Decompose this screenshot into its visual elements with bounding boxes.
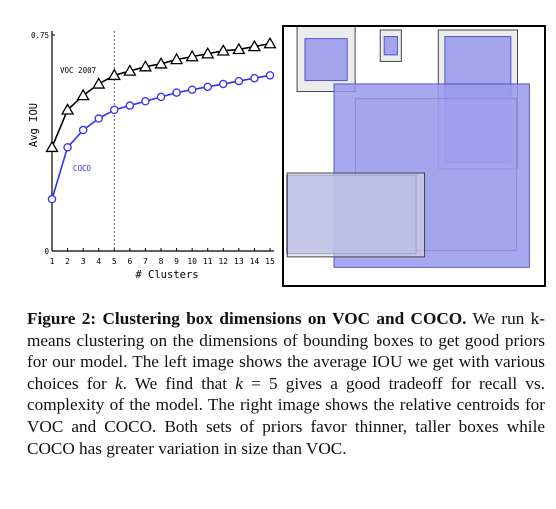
caption-label: Figure 2:	[27, 309, 97, 328]
y-axis-label: Avg IOU	[28, 103, 40, 147]
x-tick-label: 11	[203, 257, 213, 266]
y-tick-label: 0	[44, 247, 49, 256]
x-tick-label: 7	[143, 257, 148, 266]
voc-point	[76, 88, 90, 101]
voc-centroid-box-9	[286, 172, 426, 258]
x-tick-label: 8	[159, 257, 164, 266]
voc-point	[169, 52, 184, 65]
series-label-coco: COCO	[73, 164, 92, 173]
voc-point	[45, 140, 59, 153]
coco-point	[265, 71, 275, 80]
coco-point	[187, 85, 197, 94]
coco-centroid-box-3	[383, 36, 398, 56]
coco-point	[234, 76, 244, 86]
caption-k-2: k	[235, 373, 243, 393]
voc-point	[201, 46, 215, 59]
x-tick-label: 15	[265, 257, 275, 266]
x-tick-label: 3	[81, 257, 86, 266]
x-tick-label: 12	[218, 257, 228, 266]
coco-point	[63, 143, 72, 152]
coco-point	[156, 92, 166, 102]
figure-2: 0.75 0 1 2 3 4 5 6 7 8 9 10 11 12 13 14 15 # Clusters Avg …	[28, 25, 546, 287]
voc-point	[232, 42, 246, 55]
voc-point	[185, 49, 199, 62]
figure-caption: Figure 2: Clustering box dimensions on V…	[27, 308, 545, 459]
x-tick-label: 5	[112, 257, 117, 266]
coco-point	[203, 82, 212, 92]
voc-point	[60, 103, 75, 115]
x-tick-label: 6	[127, 257, 132, 266]
x-tick-label: 13	[234, 257, 244, 266]
x-tick-label: 9	[174, 257, 179, 266]
caption-k-1: k	[114, 373, 123, 393]
x-axis-label: # Clusters	[135, 269, 198, 281]
coco-point	[219, 79, 228, 89]
series-label-voc: VOC 2007	[60, 66, 96, 75]
voc-point	[107, 68, 121, 81]
voc-point	[247, 39, 262, 52]
coco-point	[250, 73, 259, 83]
voc-point	[263, 36, 277, 49]
y-tick-label: 0.75	[31, 31, 49, 40]
voc-point	[154, 56, 168, 69]
coco-point	[47, 194, 57, 204]
caption-body-1: We run k-means clustering on the dimensi…	[27, 309, 546, 393]
x-tick-label: 2	[65, 257, 70, 266]
caption-body-3: gives a good tradeoff for recall vs. com…	[27, 373, 545, 458]
coco-point	[78, 125, 88, 135]
voc-point	[92, 77, 106, 89]
coco-point	[141, 96, 150, 106]
caption-title: Clustering box dimensions on VOC and COC…	[102, 309, 467, 328]
x-tick-label: 10	[187, 257, 197, 266]
coco-point	[172, 88, 181, 97]
coco-point	[94, 114, 103, 123]
voc-point	[216, 44, 230, 56]
x-tick-label: 4	[96, 257, 101, 266]
coco-centroid-box-1	[304, 38, 348, 82]
boxes-frame	[282, 25, 546, 287]
voc-point	[123, 64, 137, 76]
voc-point	[138, 59, 153, 72]
x-tick-label: 14	[250, 257, 260, 266]
coco-point	[110, 105, 119, 115]
coco-point	[125, 101, 135, 110]
centroid-boxes-figure	[282, 25, 546, 287]
x-tick-label: 1	[50, 257, 55, 266]
caption-body-2: . We find that	[122, 373, 236, 393]
caption-eq: = 5	[242, 373, 278, 393]
